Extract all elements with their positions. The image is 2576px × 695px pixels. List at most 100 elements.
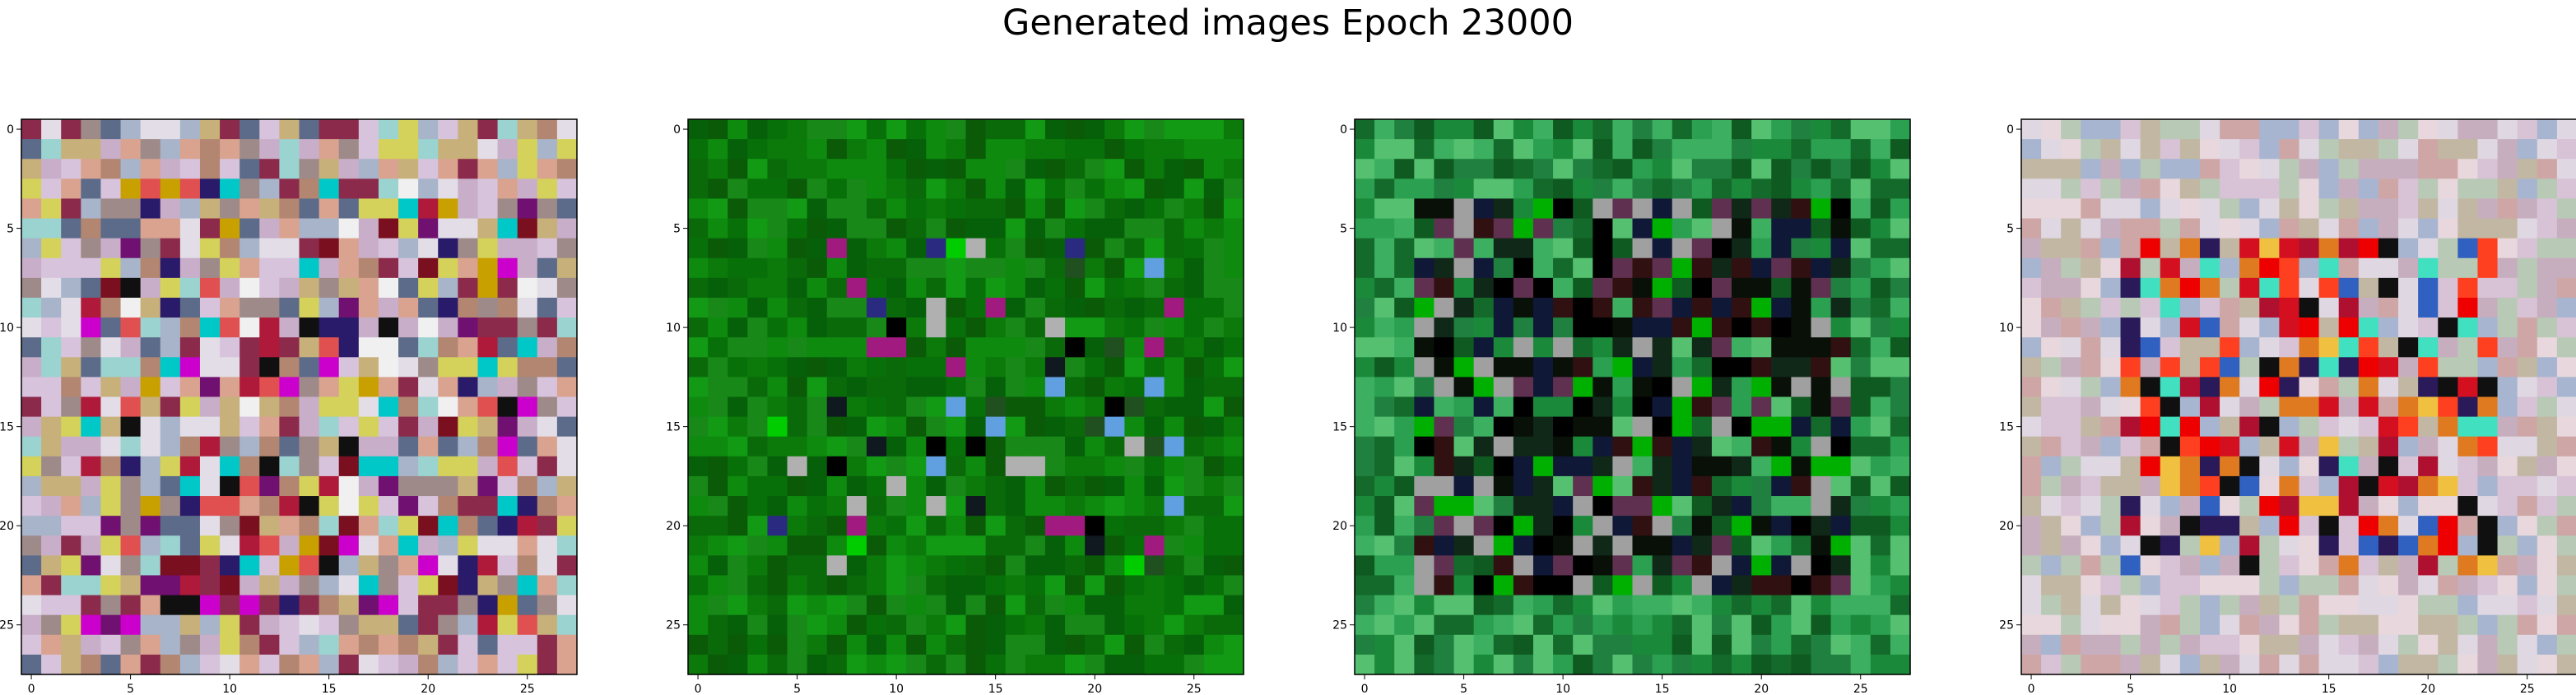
pixel-cell: [787, 198, 808, 220]
pixel-cell: [21, 139, 42, 160]
pixel-cell: [1025, 396, 1046, 418]
pixel-cell: [418, 456, 439, 477]
pixel-cell: [1553, 139, 1574, 160]
pixel-cell: [1612, 238, 1634, 259]
pixel-cell: [826, 456, 848, 477]
pixel-cell: [1065, 178, 1086, 200]
pixel-cell: [728, 535, 748, 556]
pixel-cell: [1374, 119, 1395, 140]
pixel-cell: [866, 218, 887, 239]
pixel-cell: [2438, 178, 2458, 200]
pixel-cell: [259, 377, 280, 398]
pixel-cell: [61, 238, 81, 259]
pixel-cell: [2041, 119, 2062, 140]
pixel-cell: [767, 218, 788, 239]
pixel-cell: [1612, 535, 1634, 556]
pixel-cell: [728, 198, 748, 220]
pixel-cell: [2081, 357, 2102, 378]
pixel-cell: [2120, 159, 2141, 179]
pixel-cell: [1513, 516, 1534, 536]
pixel-cell: [1771, 139, 1792, 160]
pixel-cell: [2160, 634, 2181, 656]
pixel-cell: [886, 595, 907, 616]
pixel-cell: [100, 377, 122, 398]
pixel-cell: [378, 634, 399, 656]
pixel-cell: [708, 277, 728, 299]
pixel-cell: [299, 198, 320, 220]
pixel-cell: [179, 396, 201, 418]
pixel-cell: [708, 198, 728, 220]
pixel-cell: [1104, 575, 1125, 596]
pixel-cell: [179, 257, 201, 279]
pixel-cell: [1830, 634, 1852, 656]
pixel-cell: [497, 416, 518, 438]
pixel-cell: [2061, 416, 2081, 438]
pixel-cell: [1203, 337, 1225, 358]
pixel-cell: [1453, 436, 1475, 457]
pixel-cell: [41, 317, 62, 338]
pixel-cell: [358, 614, 379, 636]
pixel-cell: [1453, 396, 1475, 418]
pixel-cell: [319, 555, 340, 577]
pixel-cell: [1732, 178, 1752, 200]
pixel-cell: [2477, 218, 2499, 239]
pixel-cell: [1223, 139, 1244, 160]
pixel-cell: [1632, 535, 1653, 556]
pixel-cell: [358, 178, 379, 200]
pixel-cell: [787, 654, 808, 675]
pixel-cell: [1223, 634, 1244, 656]
pixel-cell: [1144, 198, 1165, 220]
pixel-cell: [2398, 475, 2419, 497]
pixel-cell: [2179, 238, 2201, 259]
pixel-cell: [1553, 475, 1574, 497]
pixel-cell: [179, 317, 201, 338]
pixel-cell: [477, 198, 499, 220]
pixel-cell: [946, 139, 967, 160]
pixel-cell: [1691, 516, 1713, 536]
pixel-cell: [1124, 218, 1146, 239]
pixel-cell: [2041, 516, 2062, 536]
pixel-cell: [906, 416, 927, 438]
pixel-cell: [140, 377, 161, 398]
pixel-cell: [926, 416, 946, 438]
pixel-cell: [2140, 257, 2161, 279]
pixel-cell: [21, 337, 42, 358]
pixel-cell: [319, 516, 340, 536]
pixel-cell: [319, 238, 340, 259]
y-tick-label: 25: [1332, 619, 1347, 632]
pixel-cell: [239, 456, 260, 477]
pixel-cell: [1473, 614, 1495, 636]
pixel-cell: [41, 575, 62, 596]
pixel-cell: [41, 139, 62, 160]
pixel-cell: [2536, 119, 2558, 140]
pixel-cell: [1811, 555, 1832, 577]
pixel-cell: [61, 198, 81, 220]
pixel-cell: [1144, 575, 1165, 596]
pixel-cell: [1223, 396, 1244, 418]
pixel-cell: [728, 456, 748, 477]
pixel-cell: [438, 277, 458, 299]
pixel-cell: [688, 396, 709, 418]
pixel-cell: [2220, 218, 2240, 239]
pixel-cell: [2021, 535, 2042, 556]
pixel-cell: [2061, 159, 2081, 179]
pixel-cell: [1632, 238, 1653, 259]
pixel-cell: [220, 456, 240, 477]
pixel-cell: [826, 416, 848, 438]
pixel-cell: [2418, 475, 2439, 497]
pixel-cell: [2120, 297, 2141, 318]
pixel-cell: [2497, 139, 2518, 160]
pixel-cell: [2061, 317, 2081, 338]
axes-frame: [2020, 118, 2576, 675]
pixel-cell: [81, 654, 102, 675]
pixel-cell: [1652, 516, 1673, 536]
pixel-cell: [537, 159, 558, 179]
pixel-cell: [259, 535, 280, 556]
pixel-cell: [2081, 456, 2102, 477]
pixel-cell: [61, 139, 81, 160]
pixel-cell: [378, 436, 399, 457]
pixel-cell: [477, 119, 499, 140]
pixel-cell: [1164, 516, 1185, 536]
pixel-cell: [299, 516, 320, 536]
